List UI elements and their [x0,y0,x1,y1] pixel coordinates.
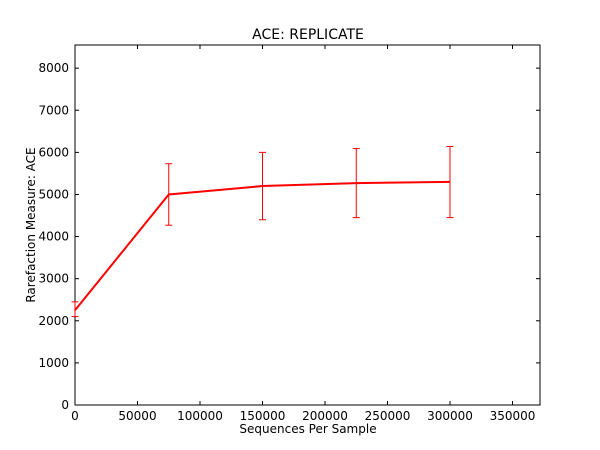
y-tick-label-0: 0 [61,398,69,412]
y-tick-label-5: 5000 [38,187,69,201]
x-tick-label-0: 0 [71,409,79,423]
plot-frame [74,44,541,406]
y-tick-label-3: 3000 [38,272,69,286]
chart-title: ACE: REPLICATE [252,27,364,43]
x-tick-label-1: 50000 [118,409,156,423]
y-tick-label-1: 1000 [38,356,69,370]
y-tick-label-4: 4000 [38,230,69,244]
y-axis-label: Rarefaction Measure: ACE [24,147,38,302]
y-tick-label-7: 7000 [38,103,69,117]
x-tick-label-4: 200000 [302,409,348,423]
x-tick-label-3: 150000 [240,409,286,423]
y-tick-label-8: 8000 [38,61,69,75]
y-tick-label-2: 2000 [38,314,69,328]
x-tick-label-2: 100000 [177,409,223,423]
plot-area: 0 50000 100000 150000 200000 250000 300000 3500… [38,44,541,423]
x-axis-label: Sequences Per Sample [239,422,376,436]
x-tick-label-6: 300000 [427,409,473,423]
y-tick-label-6: 6000 [38,145,69,159]
x-tick-label-5: 250000 [365,409,411,423]
x-tick-label-7: 350000 [490,409,536,423]
